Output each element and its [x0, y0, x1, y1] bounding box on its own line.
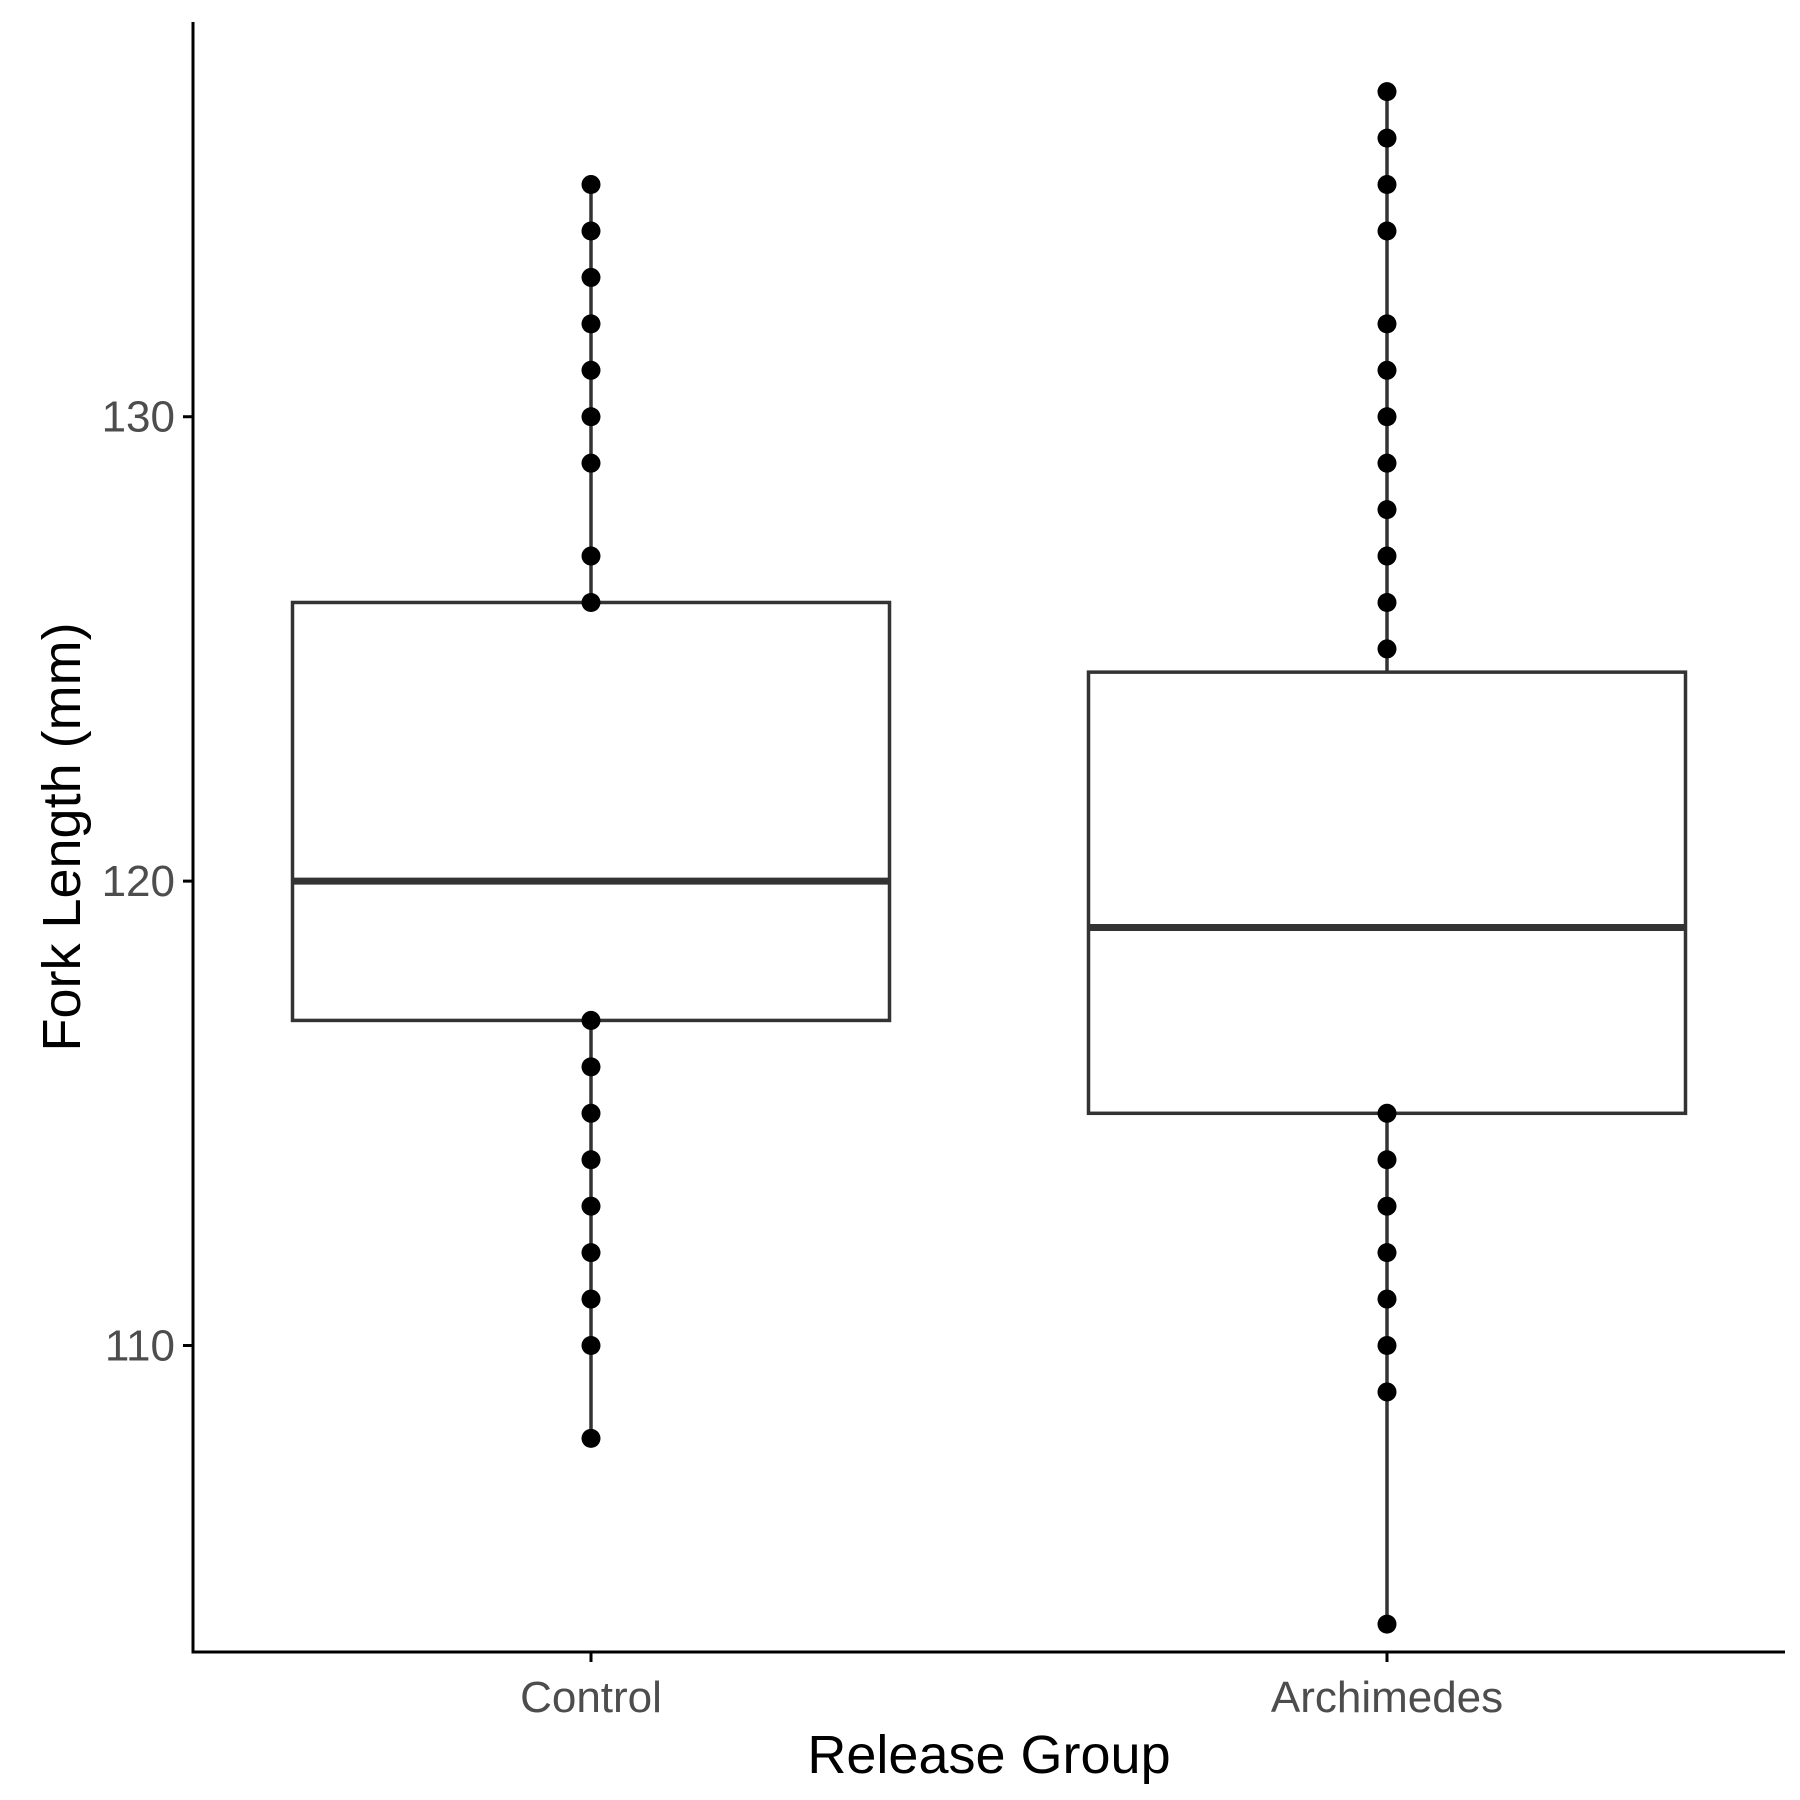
- data-point: [581, 407, 601, 427]
- y-tick-label: 130: [102, 393, 175, 442]
- data-point: [581, 175, 601, 195]
- data-point: [1377, 592, 1397, 612]
- data-point: [1377, 1614, 1397, 1634]
- data-point: [1377, 1196, 1397, 1216]
- data-point: [1377, 221, 1397, 241]
- data-point: [1377, 128, 1397, 148]
- data-point: [1377, 639, 1397, 659]
- data-point: [1377, 314, 1397, 334]
- y-axis-title: Fork Length (mm): [32, 622, 92, 1051]
- x-tick-label: Control: [520, 1673, 662, 1722]
- data-point: [1377, 546, 1397, 566]
- data-point: [1377, 407, 1397, 427]
- x-axis-title: Release Group: [807, 1725, 1170, 1785]
- data-point: [581, 267, 601, 287]
- data-point: [1377, 1150, 1397, 1170]
- data-point: [581, 1010, 601, 1030]
- points-control: [581, 175, 601, 1448]
- data-point: [581, 1057, 601, 1077]
- data-point: [581, 221, 601, 241]
- data-point: [581, 360, 601, 380]
- box-iqr: [1086, 670, 1688, 1116]
- data-point: [1377, 82, 1397, 102]
- data-point: [581, 1336, 601, 1356]
- y-axis-ticks: 110 120 130: [102, 393, 193, 1371]
- box-iqr: [290, 600, 892, 1023]
- data-point: [1377, 1289, 1397, 1309]
- data-point: [1377, 175, 1397, 195]
- x-tick-label: Archimedes: [1271, 1673, 1503, 1722]
- box-group-archimedes: [1086, 91, 1688, 1625]
- data-point: [581, 453, 601, 473]
- x-axis-ticks: Control Archimedes: [520, 1652, 1503, 1722]
- plot-marks: [290, 82, 1688, 1634]
- y-tick-label: 110: [105, 1322, 175, 1371]
- data-point: [1377, 1336, 1397, 1356]
- data-point: [1377, 1103, 1397, 1123]
- data-point: [581, 1103, 601, 1123]
- data-point: [581, 546, 601, 566]
- y-tick-label: 120: [102, 857, 175, 906]
- points-archimedes: [1377, 82, 1397, 1634]
- data-point: [581, 1196, 601, 1216]
- data-point: [581, 1243, 601, 1263]
- data-point: [581, 1150, 601, 1170]
- data-point: [1377, 360, 1397, 380]
- data-point: [581, 1428, 601, 1448]
- data-point: [1377, 453, 1397, 473]
- box-group-control: [290, 184, 892, 1439]
- data-point: [581, 314, 601, 334]
- data-point: [581, 592, 601, 612]
- data-point: [1377, 1243, 1397, 1263]
- data-point: [581, 1289, 601, 1309]
- data-point: [1377, 1382, 1397, 1402]
- data-point: [1377, 500, 1397, 520]
